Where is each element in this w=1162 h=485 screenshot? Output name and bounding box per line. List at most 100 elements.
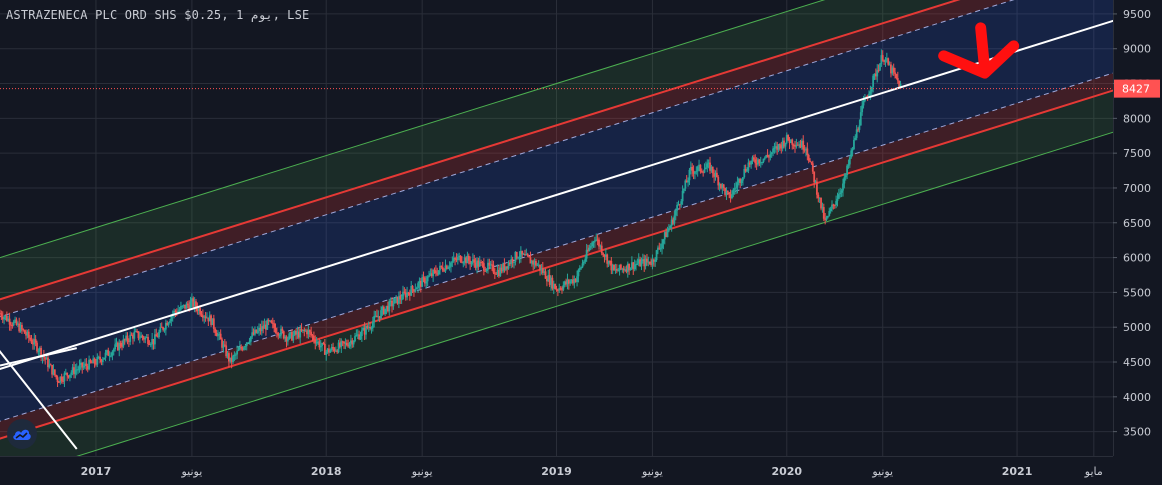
- price-tick-label: 7500: [1123, 147, 1151, 160]
- cloud-icon: [13, 429, 31, 440]
- candle-body: [526, 254, 529, 257]
- candle-body: [180, 306, 182, 310]
- candle-body: [186, 303, 189, 306]
- candle-body: [811, 163, 814, 172]
- candle-body: [332, 346, 334, 349]
- candle-body: [588, 247, 591, 251]
- time-axis[interactable]: 2017 يونيو 2018 يونيو 2019 يونيو 2020 يونيو 2021…: [0, 456, 1113, 479]
- candle-body: [629, 267, 632, 271]
- candle-body: [591, 242, 594, 247]
- candle-body: [308, 330, 311, 332]
- candle-body: [718, 183, 721, 186]
- candle-body: [399, 296, 402, 300]
- candle-body: [424, 277, 426, 284]
- candle-body: [504, 266, 507, 270]
- candle-body: [206, 317, 208, 319]
- candle-body: [90, 362, 93, 364]
- candle-body: [348, 343, 351, 347]
- candle-body: [672, 219, 674, 224]
- candle-body: [439, 265, 441, 271]
- candle-body: [71, 367, 74, 373]
- candle-body: [132, 335, 134, 339]
- candle-body: [371, 321, 374, 328]
- candle-body: [665, 232, 668, 238]
- center-band: [0, 0, 1113, 422]
- candle-body: [222, 344, 225, 348]
- candle-body: [614, 269, 617, 271]
- candle-body: [681, 190, 684, 202]
- candle-body: [163, 329, 166, 331]
- candle-body: [19, 324, 22, 332]
- candle-body: [31, 343, 34, 345]
- candle-body: [859, 112, 862, 126]
- price-tick-label: 5000: [1123, 321, 1151, 334]
- candle-body: [352, 341, 355, 345]
- candle-body: [869, 91, 872, 94]
- candle-body: [632, 262, 635, 269]
- candle-body: [600, 245, 603, 254]
- candle-body: [126, 335, 129, 341]
- candle-body: [190, 298, 193, 302]
- candle-body: [418, 280, 421, 284]
- candle-body: [347, 345, 350, 347]
- candle-body: [396, 296, 399, 304]
- candle-body: [518, 257, 521, 259]
- candle-body: [551, 277, 554, 289]
- candle-body: [64, 372, 67, 374]
- candle-body: [628, 263, 631, 271]
- candle-body: [226, 353, 229, 357]
- candle-body: [508, 262, 511, 265]
- candle-body: [100, 359, 103, 363]
- candle-body: [892, 67, 895, 73]
- candle-body: [103, 357, 106, 360]
- candle-body: [809, 160, 811, 162]
- candle-body: [791, 139, 794, 145]
- tradingview-logo-icon[interactable]: [7, 419, 37, 449]
- candle-body: [238, 347, 241, 350]
- candle-body: [208, 315, 211, 322]
- candle-body: [234, 354, 237, 356]
- candle-body: [158, 331, 160, 338]
- candle-body: [136, 331, 138, 333]
- candle-body: [884, 59, 887, 62]
- candle-body: [687, 180, 689, 183]
- candle-body: [813, 171, 816, 183]
- candle-body: [758, 159, 761, 164]
- candle-body: [521, 250, 524, 255]
- candle-body: [118, 342, 121, 351]
- candle-body: [404, 292, 407, 298]
- candle-body: [617, 270, 620, 272]
- candle-body: [89, 359, 92, 363]
- candle-body: [731, 194, 733, 199]
- candle-body: [417, 283, 419, 288]
- candle-body: [606, 254, 609, 264]
- candle-body: [613, 264, 615, 271]
- candle-body: [86, 366, 89, 370]
- candle-body: [4, 315, 7, 318]
- candle-body: [99, 356, 101, 360]
- candle-body: [499, 267, 502, 277]
- price-axis[interactable]: 3500 4000 4500 5000 5500 6000 6500 7000 7500 8000…: [1113, 0, 1162, 485]
- candle-body: [883, 60, 885, 62]
- candle-body: [695, 170, 698, 172]
- candle-body: [625, 269, 628, 272]
- candle-body: [380, 310, 382, 319]
- candle-body: [740, 180, 743, 184]
- candle-body: [873, 73, 876, 76]
- candle-body: [215, 332, 218, 337]
- candle-body: [351, 340, 354, 345]
- candle-body: [814, 181, 817, 183]
- candle-body: [419, 280, 422, 287]
- candle-body: [1, 316, 4, 320]
- candle-body: [646, 258, 648, 262]
- candle-body: [307, 330, 310, 335]
- candle-body: [212, 318, 215, 329]
- candle-body: [496, 269, 499, 275]
- candle-body: [254, 329, 256, 335]
- candle-body: [525, 254, 528, 256]
- regression-midline: [0, 19, 1113, 371]
- candle-body: [872, 75, 875, 87]
- candle-body: [888, 64, 891, 66]
- candle-body: [879, 63, 881, 71]
